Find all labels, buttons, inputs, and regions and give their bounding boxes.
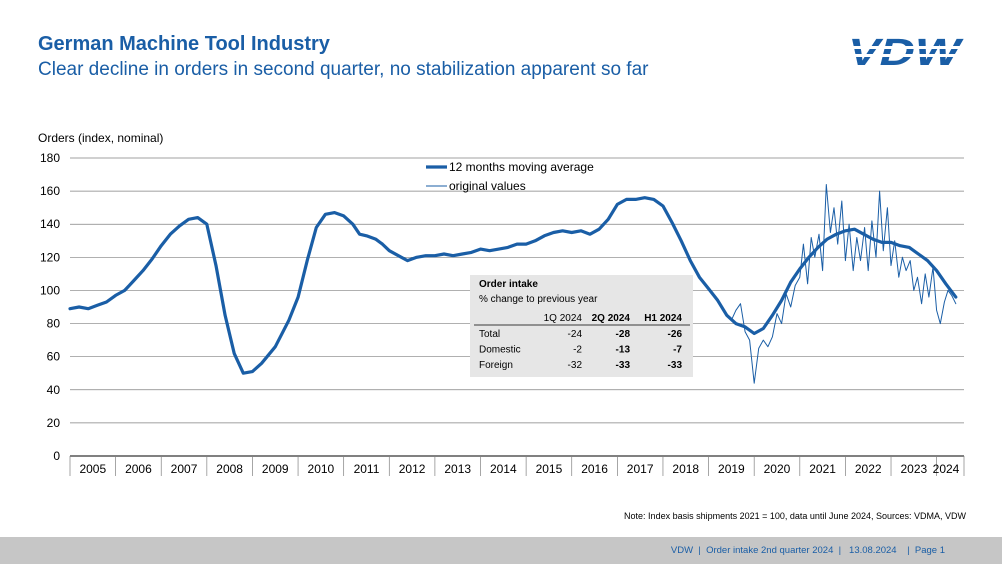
x-tick-label: 2014 [490, 462, 517, 476]
table-column-header: H1 2024 [644, 313, 682, 324]
y-axis-label: Orders (index, nominal) [38, 131, 163, 145]
table-background [470, 275, 693, 377]
y-tick-label: 20 [47, 416, 61, 430]
moving-average-line [68, 196, 958, 375]
svg-text:VDW: VDW [843, 34, 965, 68]
vdw-logo: VDW [843, 34, 965, 68]
y-tick-labels: 0 20 40 60 80 100 120 140 160 180 [40, 151, 60, 463]
table-cell: -7 [673, 345, 682, 356]
table-cell: -13 [616, 345, 631, 356]
footer-text: VDW | Order intake 2nd quarter 2024 | 13… [670, 545, 945, 556]
table-cell: -26 [668, 329, 683, 340]
table-row-label: Domestic [479, 345, 521, 356]
x-tick-label: 2005 [79, 462, 106, 476]
x-tick-label: 2012 [399, 462, 426, 476]
y-tick-label: 180 [40, 151, 60, 165]
x-tick-label: 2023 [900, 462, 927, 476]
x-tick-label: 2022 [855, 462, 882, 476]
x-tick-label: 2011 [354, 462, 380, 476]
table-cell: -28 [616, 329, 631, 340]
x-tick-label: 2006 [125, 462, 152, 476]
x-tick-label: 2007 [171, 462, 198, 476]
y-tick-label: 0 [53, 449, 60, 463]
y-tick-label: 100 [40, 283, 60, 297]
legend: 12 months moving average original values [426, 160, 594, 193]
x-tick-labels: 2005 2006 2007 2008 2009 2010 2011 2012 2013 2014… [69, 456, 965, 476]
legend-label: original values [449, 179, 526, 193]
x-tick-label: 2021 [809, 462, 836, 476]
x-tick-label: 2016 [581, 462, 608, 476]
y-tick-label: 80 [47, 317, 61, 331]
y-tick-label: 160 [40, 184, 60, 198]
source-note: Note: Index basis shipments 2021 = 100, … [624, 511, 966, 521]
x-tick-label: 2008 [216, 462, 243, 476]
table-title: Order intake [479, 279, 538, 290]
table-cell: -33 [668, 360, 683, 371]
table-row-label: Foreign [479, 360, 513, 371]
x-tick-label: 2010 [308, 462, 335, 476]
series-lines [68, 184, 958, 384]
table-cell: -32 [568, 360, 583, 371]
table-column-header: 1Q 2024 [544, 313, 583, 324]
x-tick-label: 2018 [672, 462, 699, 476]
x-tick-label: 2009 [262, 462, 289, 476]
y-tick-label: 60 [47, 350, 61, 364]
footer: VDW | Order intake 2nd quarter 2024 | 13… [0, 537, 1002, 564]
original-values-line [730, 184, 957, 384]
legend-label: 12 months moving average [449, 160, 594, 174]
table-cell: -33 [616, 360, 631, 371]
y-tick-label: 140 [40, 217, 60, 231]
x-tick-label: 2024 [933, 462, 960, 476]
page-subtitle: Clear decline in orders in second quarte… [38, 59, 649, 80]
table-cell: -24 [568, 329, 583, 340]
orders-line-chart: Orders (index, nominal) 0 20 40 60 80 100 120 1… [38, 131, 965, 476]
page-title: German Machine Tool Industry [38, 33, 330, 55]
table-subtitle: % change to previous year [479, 294, 598, 305]
table-row-label: Total [479, 329, 500, 340]
table-cell: -2 [573, 345, 582, 356]
order-intake-table: Order intake % change to previous year 1Q … [470, 275, 693, 377]
x-tick-label: 2019 [718, 462, 745, 476]
x-tick-label: 2015 [536, 462, 563, 476]
y-tick-label: 40 [47, 383, 61, 397]
x-tick-label: 2020 [764, 462, 791, 476]
x-tick-label: 2017 [627, 462, 654, 476]
table-column-header: 2Q 2024 [592, 313, 631, 324]
y-tick-label: 120 [40, 250, 60, 264]
x-tick-label: 2013 [444, 462, 471, 476]
